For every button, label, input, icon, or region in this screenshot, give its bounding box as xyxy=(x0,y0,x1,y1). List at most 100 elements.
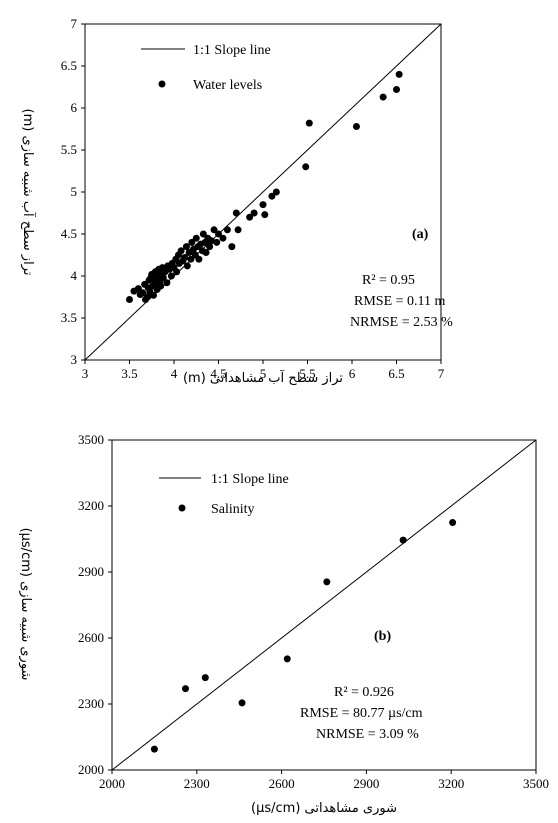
chart-a-x-tick-label: 3 xyxy=(82,366,89,381)
chart-b-data-point xyxy=(150,745,158,753)
chart-a-data-point xyxy=(223,226,231,234)
chart-a-x-tick-label: 4.5 xyxy=(210,366,226,381)
chart-a-legend: 1:1 Slope line Water levels xyxy=(141,43,271,93)
chart-a-data-point xyxy=(261,211,269,219)
chart-a-data-point xyxy=(181,254,189,262)
chart-a-data-point xyxy=(157,282,165,290)
chart-a-data-point xyxy=(232,209,240,217)
chart-b-data-point xyxy=(181,685,189,693)
chart-a-y-tick-label: 4 xyxy=(71,268,78,283)
chart-b-y-tick-label: 2900 xyxy=(78,564,104,579)
chart-a-y-tick-label: 3.5 xyxy=(61,310,77,325)
chart-a-y-axis-label: تراز سطح آب شبیه سازی (m) xyxy=(20,109,37,276)
chart-b-stat-r2: R² = 0.926 xyxy=(334,685,394,700)
chart-a-data-point xyxy=(272,188,280,196)
chart-a-data-point xyxy=(126,296,133,304)
chart-a-x-tick-label: 6 xyxy=(349,366,356,381)
chart-a-data-point xyxy=(139,289,147,297)
chart-b-x-tick-label: 2600 xyxy=(269,776,295,791)
chart-b-x-tick-label: 2300 xyxy=(184,776,210,791)
chart-a-y-tick-label: 6.5 xyxy=(61,58,77,73)
chart-a-legend-point-label: Water levels xyxy=(193,78,262,93)
chart-b-plot-area xyxy=(111,439,537,771)
chart-a-data-point xyxy=(195,255,203,263)
chart-b-x-tick-label: 2000 xyxy=(99,776,125,791)
chart-a-legend-point-swatch xyxy=(158,80,166,88)
chart-b-data-point xyxy=(238,699,246,707)
chart-a-data-point xyxy=(352,122,360,130)
chart-a-x-tick-label: 7 xyxy=(438,366,445,381)
chart-a-y-tick-label: 3 xyxy=(71,352,78,367)
chart-b-legend: 1:1 Slope line Salinity xyxy=(159,472,289,517)
chart-b-y-tick-label: 2600 xyxy=(78,630,104,645)
chart-b-legend-point-swatch xyxy=(178,504,186,512)
chart-a-stat-nrmse: NRMSE = 2.53 % xyxy=(350,315,453,330)
chart-a-data-point xyxy=(163,279,171,287)
chart-a-data-point xyxy=(187,255,195,263)
chart-b-data-point xyxy=(449,519,457,526)
chart-b-y-tick-label: 3500 xyxy=(78,432,104,447)
chart-a-data-point xyxy=(219,234,227,242)
chart-a-y-tick-label: 4.5 xyxy=(61,226,77,241)
chart-b-x-tick-label: 3500 xyxy=(523,776,549,791)
chart-b-legend-line-label: 1:1 Slope line xyxy=(211,472,289,487)
chart-a-data-point xyxy=(305,119,313,127)
chart-a-data-point xyxy=(302,163,310,171)
chart-b-data-point xyxy=(201,674,209,682)
chart-a-stat-r2: R² = 0.95 xyxy=(362,273,415,288)
chart-b-y-tick-label: 3200 xyxy=(78,498,104,513)
chart-a-data-point xyxy=(159,274,167,282)
chart-b-data-point xyxy=(323,578,331,586)
chart-b-x-tick-label: 3200 xyxy=(438,776,464,791)
chart-a-data-point xyxy=(393,86,400,94)
chart-a-x-axis-label: تراز سطح آب مشاهداتی (m) xyxy=(183,369,343,386)
chart-a-data-point xyxy=(202,248,210,256)
chart-b-panel-label: (b) xyxy=(374,629,391,644)
chart-a-x-tick-label: 6.5 xyxy=(388,366,404,381)
chart-a-data-point xyxy=(228,243,236,251)
chart-a-x-tick-label: 3.5 xyxy=(121,366,137,381)
chart-a-data-point xyxy=(199,230,207,238)
chart-a-legend-line-label: 1:1 Slope line xyxy=(193,43,271,58)
chart-a-data-point xyxy=(173,268,181,276)
chart-b-y-axis-label: شوری شبیه سازی (µs/cm) xyxy=(18,528,33,681)
chart-a-data-point xyxy=(379,93,387,101)
chart-a-data-point xyxy=(259,201,267,209)
chart-a-data-point xyxy=(210,226,218,234)
chart-a-y-tick-label: 5.5 xyxy=(61,142,77,157)
chart-a-data-point xyxy=(246,213,254,221)
chart-b-stat-nrmse: NRMSE = 3.09 % xyxy=(316,727,419,742)
chart-a-data-point xyxy=(213,238,221,246)
chart-a-x-tick-label: 4 xyxy=(171,366,178,381)
chart-a-stat-rmse: RMSE = 0.11 m xyxy=(354,294,446,309)
chart-a-data-point xyxy=(250,209,258,217)
chart-a-data-point xyxy=(207,237,215,245)
chart-a-data-point xyxy=(206,243,214,251)
chart-a-points xyxy=(126,70,403,304)
chart-a-x-tick-label: 5.5 xyxy=(299,366,315,381)
chart-a-data-point xyxy=(268,192,276,200)
chart-a-data-point xyxy=(182,243,190,251)
chart-a-y-tick-label: 7 xyxy=(71,16,78,31)
chart-a-panel-label: (a) xyxy=(412,227,429,242)
chart-a-data-point xyxy=(188,238,196,246)
chart-a-data-point xyxy=(192,234,200,242)
chart-a: 3 3.5 4 4.5 5 5.5 6 6.5 7 3 3.5 4 4.5 5 5.5 6 6.5 7 1:1 S… xyxy=(20,16,453,386)
chart-a-data-point xyxy=(167,272,175,280)
chart-a-data-point xyxy=(177,247,185,255)
chart-b-x-axis-label: شوری مشاهداتی (µs/cm) xyxy=(251,801,397,816)
chart-b-x-tick-label: 2900 xyxy=(353,776,379,791)
chart-a-y-tick-label: 6 xyxy=(71,100,78,115)
chart-b-y-tick-label: 2300 xyxy=(78,696,104,711)
chart-a-x-tick-label: 5 xyxy=(260,366,267,381)
chart-b-legend-point-label: Salinity xyxy=(211,502,255,517)
chart-b-y-tick-label: 2000 xyxy=(78,762,104,777)
chart-b-stat-rmse: RMSE = 80.77 µs/cm xyxy=(300,706,423,721)
chart-a-data-point xyxy=(183,262,191,270)
chart-a-reference-line xyxy=(84,23,442,361)
chart-b-reference-line xyxy=(111,439,537,771)
chart-a-data-point xyxy=(234,226,242,234)
chart-a-ticks: 3 3.5 4 4.5 5 5.5 6 6.5 7 3 3.5 4 4.5 5 5.5 6 6.5 7 xyxy=(61,16,445,381)
chart-b: 2000 2300 2600 2900 3200 3500 2000 2300 2600 2900… xyxy=(18,432,549,816)
